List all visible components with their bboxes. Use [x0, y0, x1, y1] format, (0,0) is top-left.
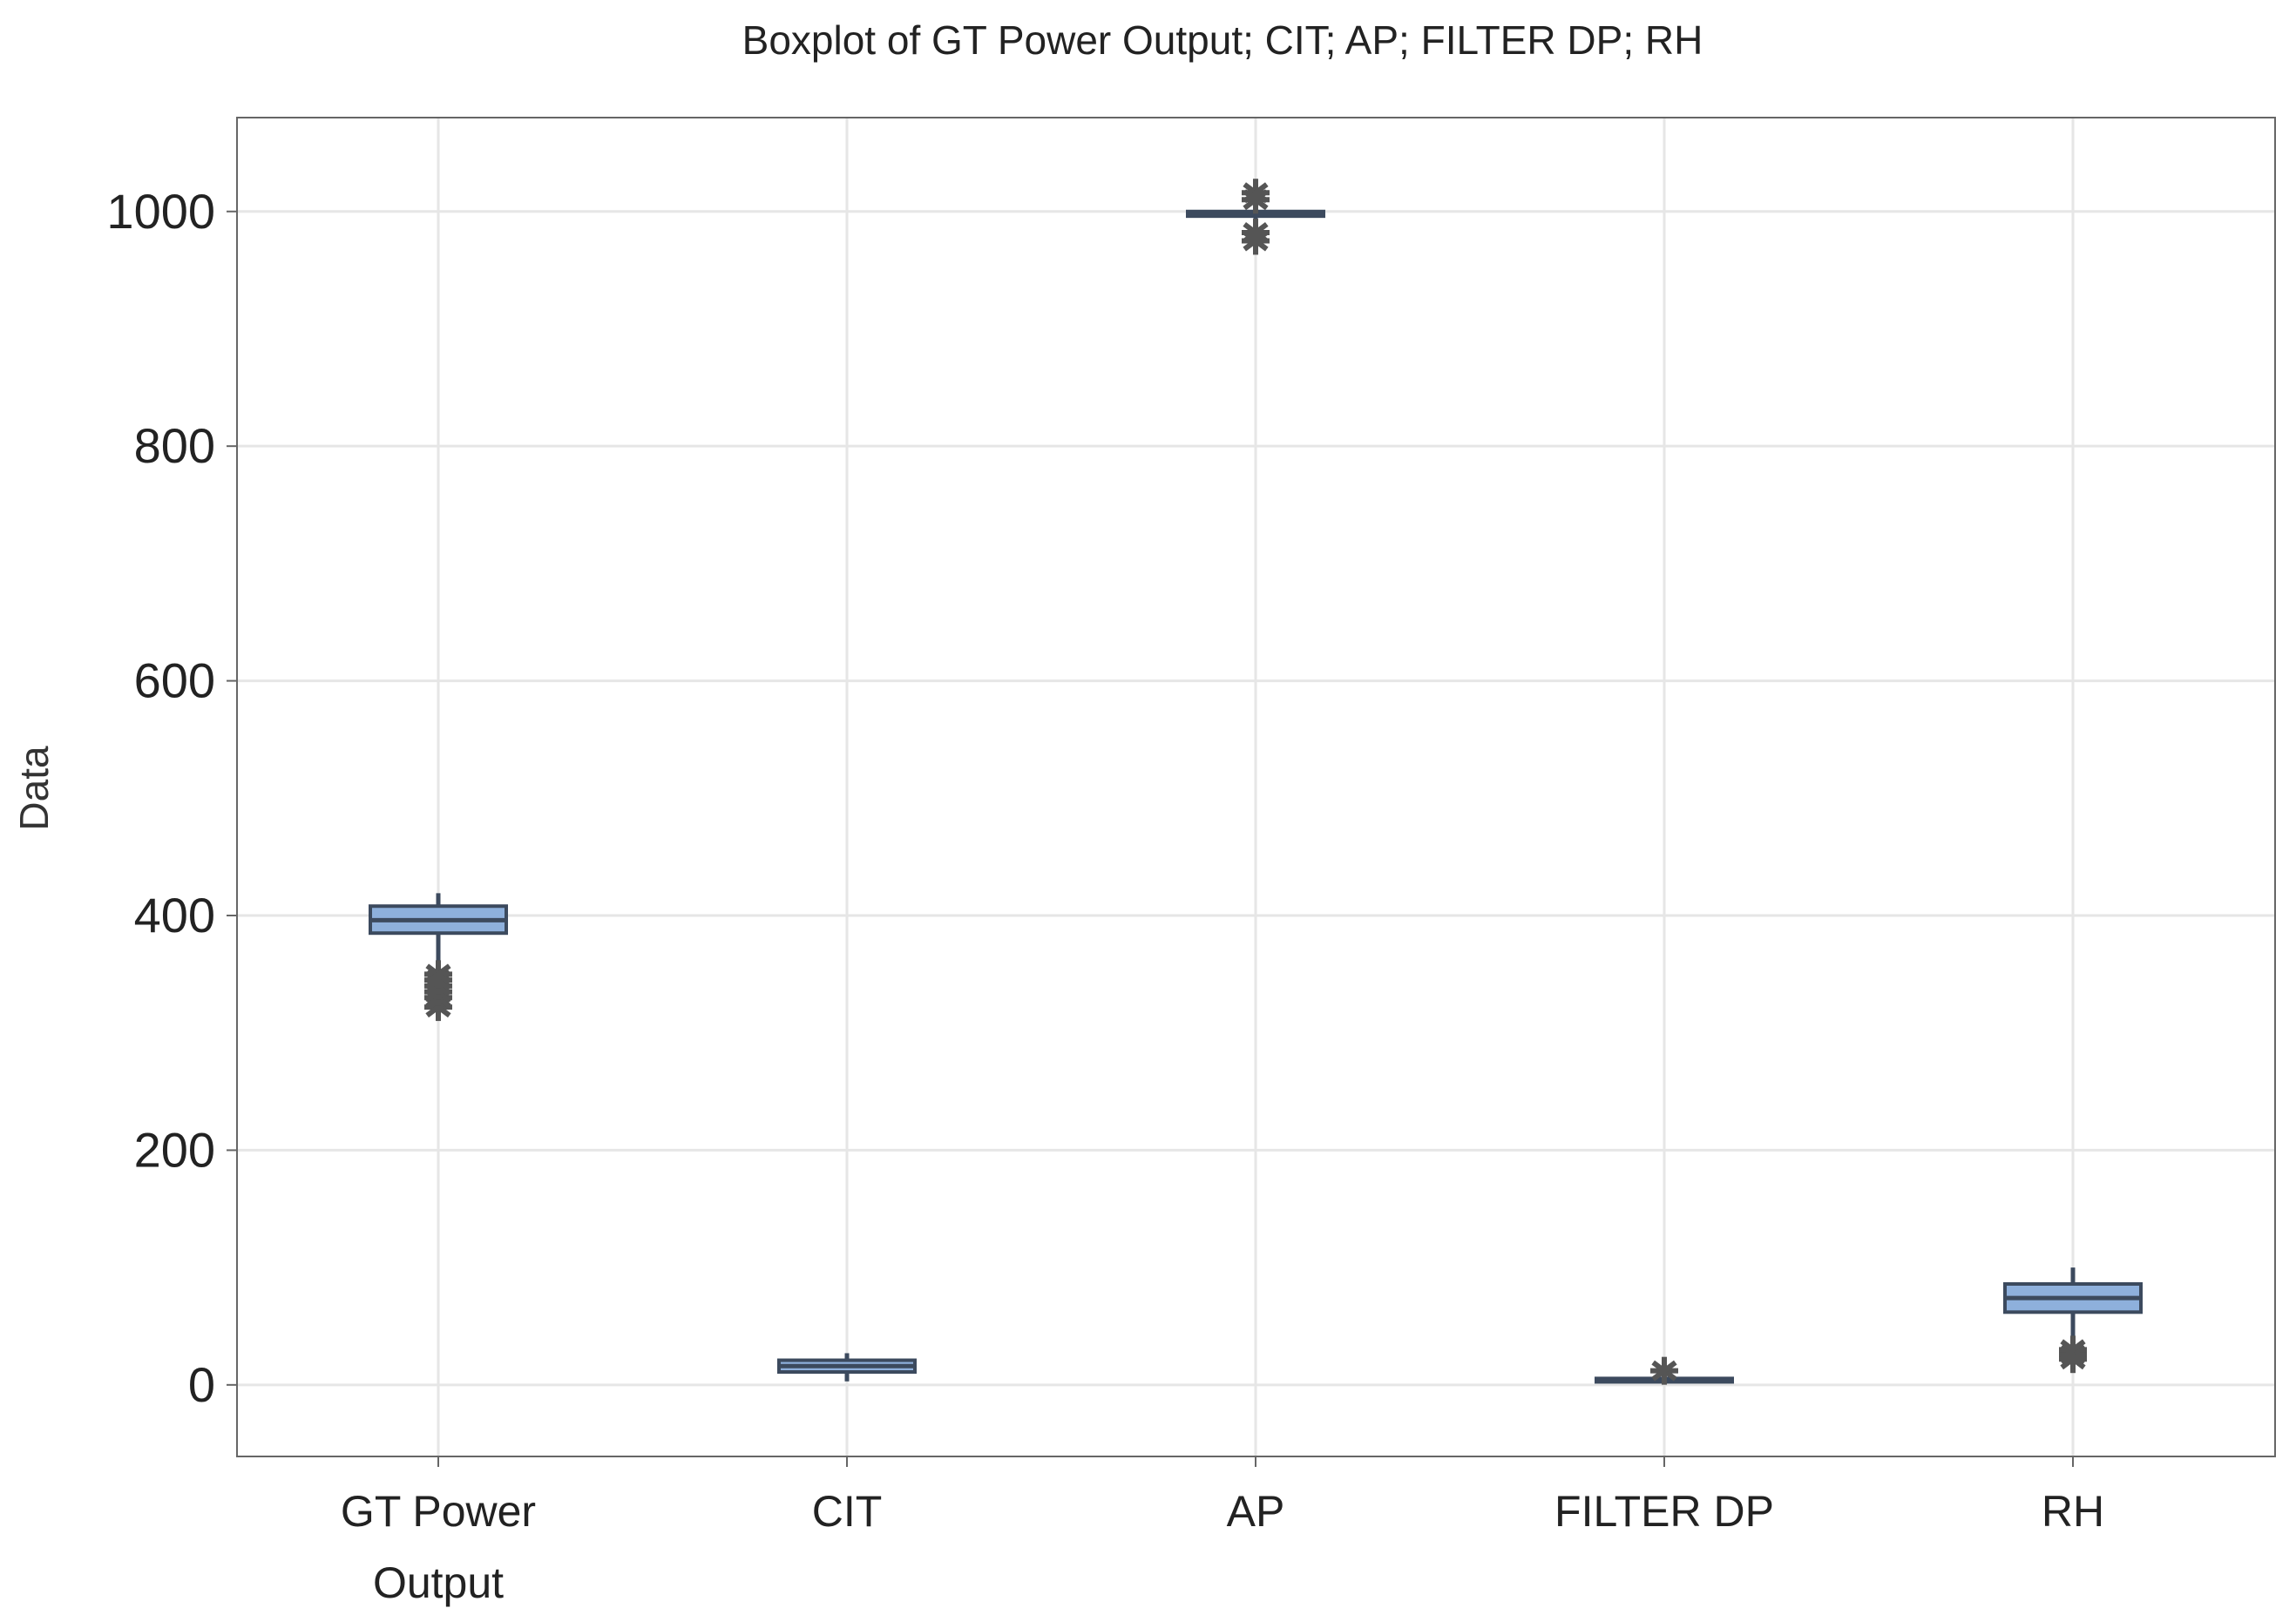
outlier-stroke	[425, 963, 451, 985]
y-tick-label: 0	[188, 1357, 215, 1412]
outlier-point	[1650, 1356, 1678, 1385]
outlier-stroke	[1243, 182, 1269, 204]
box-filter-dp	[1595, 1356, 1734, 1385]
box-ap	[1186, 179, 1325, 255]
y-ticks: 0 200 400 600 800 1000	[106, 184, 237, 1412]
outlier-point	[424, 960, 452, 989]
outlier-stroke	[2060, 1339, 2086, 1361]
x-tick-label: CIT	[812, 1487, 883, 1536]
x-tick-label: GT Power	[341, 1487, 536, 1536]
outlier-stroke	[1651, 1360, 1677, 1382]
outlier-stroke	[1243, 222, 1269, 244]
chart-title: Boxplot of GT Power Output; CIT; AP; FIL…	[742, 17, 1703, 63]
y-axis-label: Data	[11, 746, 57, 831]
x-tick-label: AP	[1227, 1487, 1285, 1536]
outlier-point	[1242, 179, 1270, 207]
y-tick-label: 600	[134, 653, 215, 708]
box-cit	[777, 1353, 917, 1382]
y-tick-label: 800	[134, 418, 215, 473]
gridlines	[237, 118, 2275, 1456]
y-tick-label: 400	[134, 888, 215, 943]
y-tick-label: 1000	[106, 184, 215, 239]
boxes	[369, 179, 2143, 1385]
box-gt-power-output	[369, 893, 508, 1022]
x-tick-label: RH	[2042, 1487, 2104, 1536]
x-tick-label: FILTER DP	[1554, 1487, 1774, 1536]
x-tick-label: Output	[373, 1558, 504, 1607]
x-ticks: GT Power Output CIT AP FILTER DP RH	[341, 1456, 2104, 1607]
outlier-point	[2059, 1335, 2087, 1364]
box-rh	[2003, 1267, 2143, 1374]
y-tick-label: 200	[134, 1122, 215, 1177]
outlier-point	[1242, 219, 1270, 247]
